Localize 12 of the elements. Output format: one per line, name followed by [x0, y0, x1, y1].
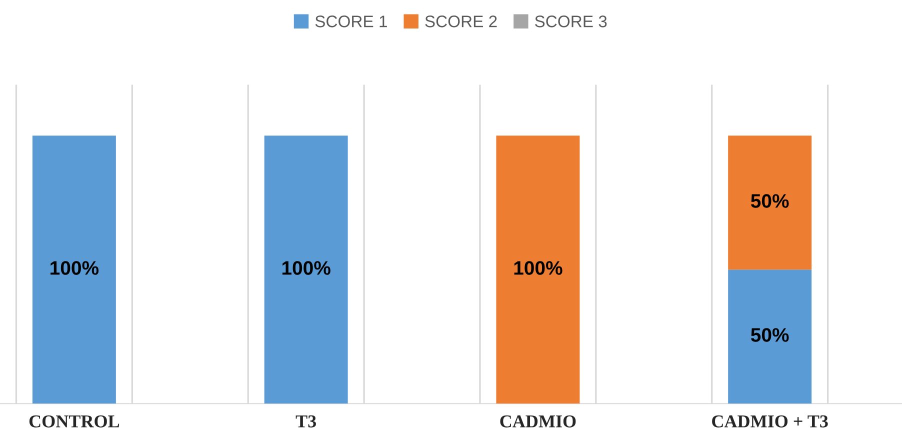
legend-label: SCORE 2 [425, 16, 497, 28]
data-label: 100% [282, 261, 330, 275]
legend-label: SCORE 1 [315, 16, 387, 28]
data-label: 100% [50, 261, 99, 275]
legend-label: SCORE 3 [535, 16, 607, 28]
data-label: 100% [514, 261, 562, 275]
data-label: 50% [750, 328, 789, 342]
x-tick-label: CONTROL [29, 415, 120, 428]
x-tick-label: CADMIO + T3 [712, 415, 828, 428]
x-tick-label: T3 [296, 415, 316, 428]
x-tick-label: CADMIO [500, 415, 576, 428]
data-label: 50% [750, 194, 789, 208]
